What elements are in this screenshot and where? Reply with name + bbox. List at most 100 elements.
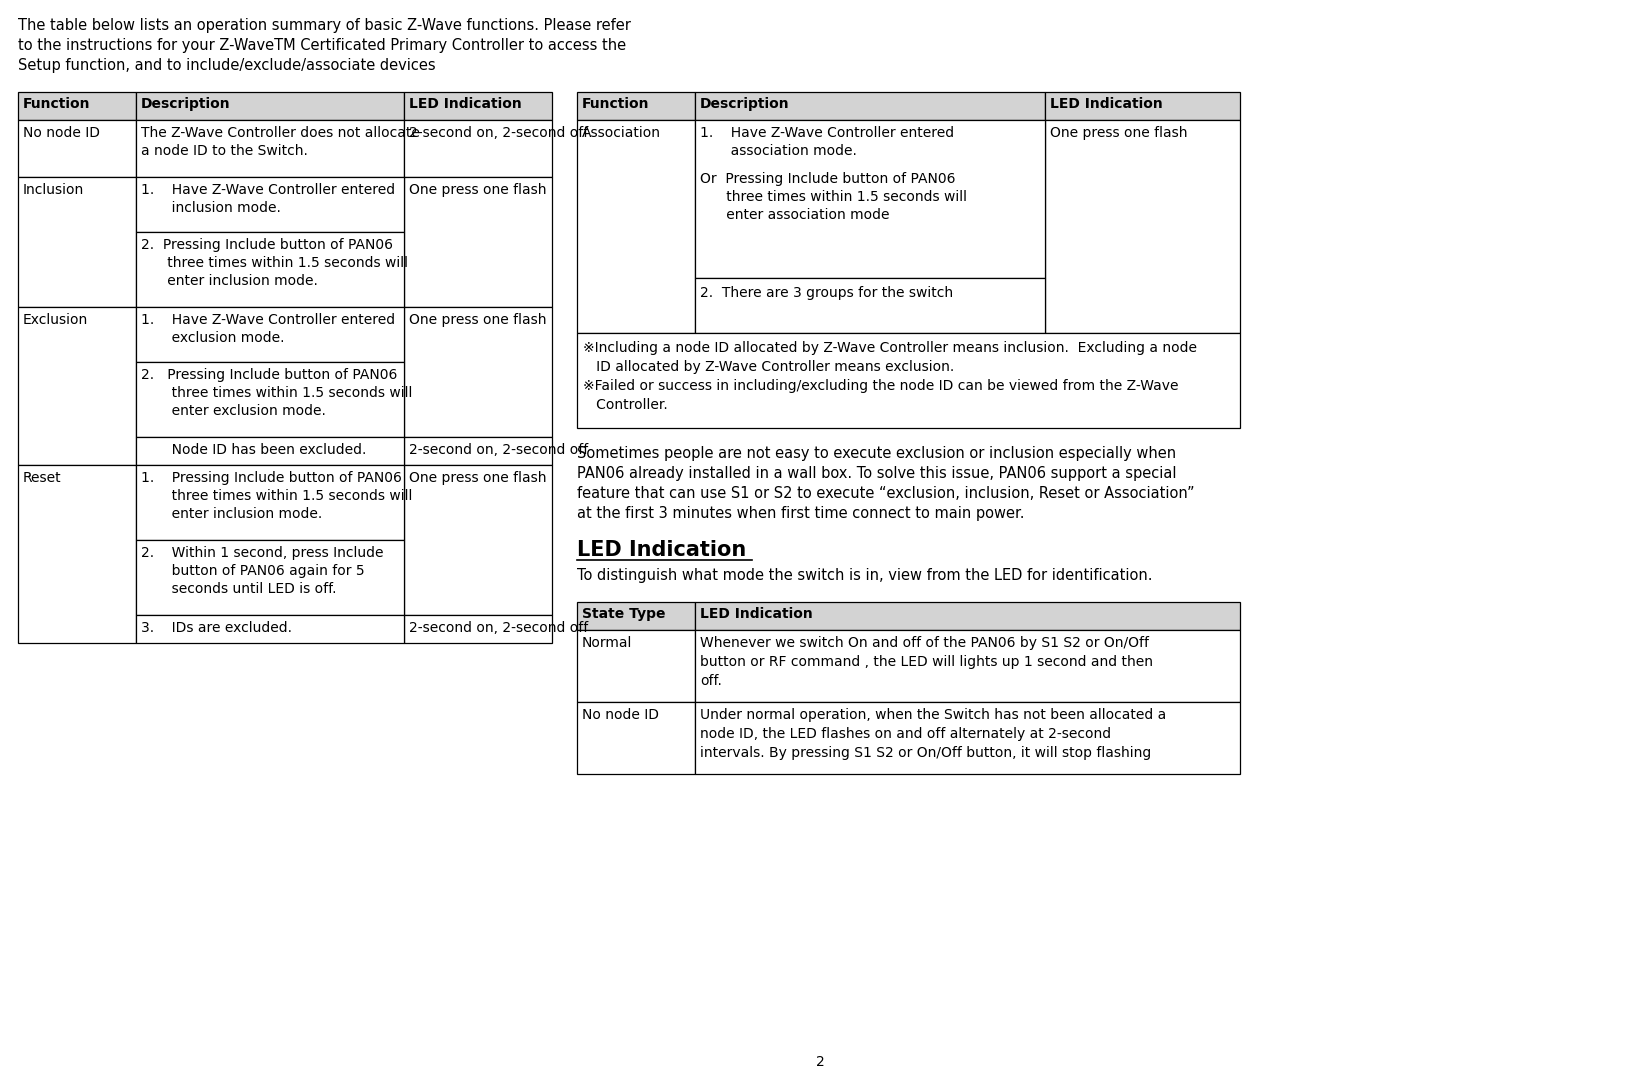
Bar xyxy=(136,437,403,465)
Text: inclusion mode.: inclusion mode. xyxy=(141,201,280,215)
Bar xyxy=(403,92,552,120)
Text: One press one flash: One press one flash xyxy=(408,471,546,485)
Text: PAN06 already installed in a wall box. To solve this issue, PAN06 support a spec: PAN06 already installed in a wall box. T… xyxy=(577,466,1175,481)
Text: Function: Function xyxy=(582,97,649,111)
Bar xyxy=(403,307,552,437)
Bar xyxy=(18,92,136,120)
Text: 2-second on, 2-second off: 2-second on, 2-second off xyxy=(408,126,588,140)
Bar xyxy=(695,602,1239,630)
Text: The Z-Wave Controller does not allocate: The Z-Wave Controller does not allocate xyxy=(141,126,420,140)
Bar xyxy=(695,702,1239,774)
Text: Setup function, and to include/exclude/associate devices: Setup function, and to include/exclude/a… xyxy=(18,58,436,73)
Text: LED Indication: LED Indication xyxy=(408,97,521,111)
Bar xyxy=(136,92,403,120)
Bar xyxy=(18,465,136,643)
Text: ※Failed or success in including/excluding the node ID can be viewed from the Z-W: ※Failed or success in including/excludin… xyxy=(582,379,1178,393)
Text: Description: Description xyxy=(141,97,231,111)
Text: enter exclusion mode.: enter exclusion mode. xyxy=(141,404,326,418)
Text: 2.  Pressing Include button of PAN06: 2. Pressing Include button of PAN06 xyxy=(141,238,393,252)
Text: 2-second on, 2-second off: 2-second on, 2-second off xyxy=(408,443,588,457)
Text: ※Including a node ID allocated by Z-Wave Controller means inclusion.  Excluding : ※Including a node ID allocated by Z-Wave… xyxy=(582,341,1196,355)
Text: No node ID: No node ID xyxy=(23,126,100,140)
Bar xyxy=(695,278,1044,333)
Text: LED Indication: LED Indication xyxy=(700,607,813,621)
Text: 1.    Have Z-Wave Controller entered: 1. Have Z-Wave Controller entered xyxy=(700,126,954,140)
Bar xyxy=(403,437,552,465)
Bar xyxy=(1044,120,1239,333)
Text: 2.   Pressing Include button of PAN06: 2. Pressing Include button of PAN06 xyxy=(141,368,397,382)
Bar xyxy=(695,120,1044,278)
Bar xyxy=(136,362,403,437)
Text: Association: Association xyxy=(582,126,661,140)
Bar xyxy=(577,120,695,333)
Text: ID allocated by Z-Wave Controller means exclusion.: ID allocated by Z-Wave Controller means … xyxy=(582,360,954,374)
Text: Exclusion: Exclusion xyxy=(23,313,89,327)
Text: a node ID to the Switch.: a node ID to the Switch. xyxy=(141,144,308,159)
Text: 2.    Within 1 second, press Include: 2. Within 1 second, press Include xyxy=(141,546,384,560)
Bar xyxy=(18,307,136,465)
Bar xyxy=(577,630,695,702)
Text: exclusion mode.: exclusion mode. xyxy=(141,331,284,345)
Bar xyxy=(136,232,403,307)
Text: Controller.: Controller. xyxy=(582,398,667,412)
Text: One press one flash: One press one flash xyxy=(408,183,546,197)
Text: three times within 1.5 seconds will: three times within 1.5 seconds will xyxy=(141,386,411,399)
Text: 1.    Pressing Include button of PAN06: 1. Pressing Include button of PAN06 xyxy=(141,471,402,485)
Text: Reset: Reset xyxy=(23,471,62,485)
Text: off.: off. xyxy=(700,674,721,688)
Text: Or  Pressing Include button of PAN06: Or Pressing Include button of PAN06 xyxy=(700,172,956,186)
Bar xyxy=(136,307,403,362)
Text: 2-second on, 2-second off: 2-second on, 2-second off xyxy=(408,621,588,635)
Text: intervals. By pressing S1 S2 or On/Off button, it will stop flashing: intervals. By pressing S1 S2 or On/Off b… xyxy=(700,746,1151,760)
Bar xyxy=(577,92,695,120)
Text: 2.  There are 3 groups for the switch: 2. There are 3 groups for the switch xyxy=(700,286,952,300)
Text: feature that can use S1 or S2 to execute “exclusion, inclusion, Reset or Associa: feature that can use S1 or S2 to execute… xyxy=(577,486,1193,501)
Text: 3.    IDs are excluded.: 3. IDs are excluded. xyxy=(141,621,292,635)
Text: to the instructions for your Z-WaveTM Certificated Primary Controller to access : to the instructions for your Z-WaveTM Ce… xyxy=(18,37,626,52)
Text: node ID, the LED flashes on and off alternately at 2-second: node ID, the LED flashes on and off alte… xyxy=(700,727,1111,741)
Text: One press one flash: One press one flash xyxy=(1049,126,1187,140)
Text: Normal: Normal xyxy=(582,636,633,650)
Text: Sometimes people are not easy to execute exclusion or inclusion especially when: Sometimes people are not easy to execute… xyxy=(577,446,1175,461)
Text: enter inclusion mode.: enter inclusion mode. xyxy=(141,274,318,288)
Text: button or RF command , the LED will lights up 1 second and then: button or RF command , the LED will ligh… xyxy=(700,655,1152,669)
Text: seconds until LED is off.: seconds until LED is off. xyxy=(141,582,336,595)
Bar xyxy=(695,630,1239,702)
Text: 1.    Have Z-Wave Controller entered: 1. Have Z-Wave Controller entered xyxy=(141,313,395,327)
Text: One press one flash: One press one flash xyxy=(408,313,546,327)
Bar xyxy=(577,702,695,774)
Text: three times within 1.5 seconds will: three times within 1.5 seconds will xyxy=(700,190,967,203)
Bar xyxy=(403,120,552,177)
Bar xyxy=(136,540,403,615)
Text: Function: Function xyxy=(23,97,90,111)
Text: To distinguish what mode the switch is in, view from the LED for identification.: To distinguish what mode the switch is i… xyxy=(577,568,1152,583)
Bar xyxy=(136,465,403,540)
Text: 2: 2 xyxy=(815,1055,824,1069)
Text: enter association mode: enter association mode xyxy=(700,208,888,222)
Text: No node ID: No node ID xyxy=(582,708,659,722)
Text: LED Indication: LED Indication xyxy=(577,540,746,560)
Text: Inclusion: Inclusion xyxy=(23,183,84,197)
Text: enter inclusion mode.: enter inclusion mode. xyxy=(141,507,321,521)
Bar xyxy=(136,177,403,232)
Text: three times within 1.5 seconds will: three times within 1.5 seconds will xyxy=(141,256,408,270)
Bar xyxy=(403,465,552,615)
Bar xyxy=(1044,92,1239,120)
Text: button of PAN06 again for 5: button of PAN06 again for 5 xyxy=(141,564,364,578)
Bar xyxy=(136,615,403,643)
Text: three times within 1.5 seconds will: three times within 1.5 seconds will xyxy=(141,489,411,503)
Bar xyxy=(136,120,403,177)
Text: 1.    Have Z-Wave Controller entered: 1. Have Z-Wave Controller entered xyxy=(141,183,395,197)
Text: The table below lists an operation summary of basic Z-Wave functions. Please ref: The table below lists an operation summa… xyxy=(18,18,631,33)
Bar xyxy=(695,92,1044,120)
Text: LED Indication: LED Indication xyxy=(1049,97,1162,111)
Text: at the first 3 minutes when first time connect to main power.: at the first 3 minutes when first time c… xyxy=(577,506,1024,521)
Text: Node ID has been excluded.: Node ID has been excluded. xyxy=(141,443,365,457)
Bar xyxy=(577,333,1239,428)
Bar xyxy=(577,602,695,630)
Text: Description: Description xyxy=(700,97,788,111)
Text: Under normal operation, when the Switch has not been allocated a: Under normal operation, when the Switch … xyxy=(700,708,1165,722)
Text: Whenever we switch On and off of the PAN06 by S1 S2 or On/Off: Whenever we switch On and off of the PAN… xyxy=(700,636,1149,650)
Bar xyxy=(403,177,552,307)
Bar xyxy=(18,177,136,307)
